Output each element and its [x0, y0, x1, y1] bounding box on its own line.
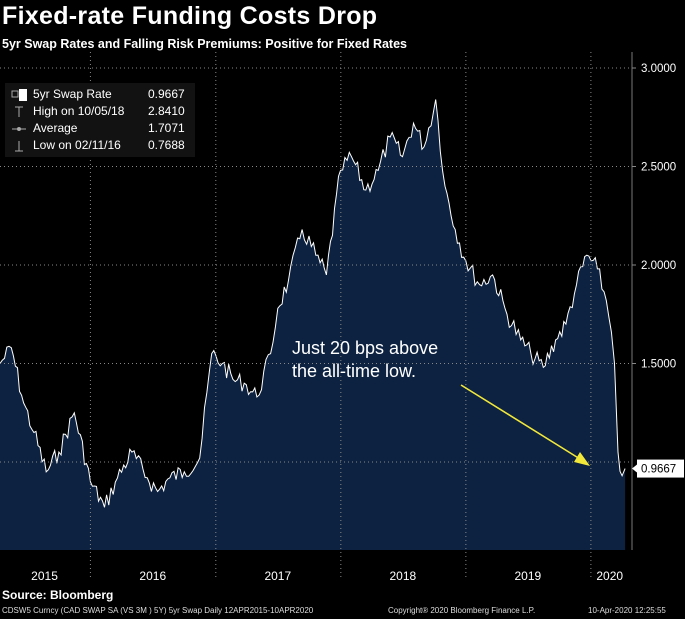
footer-ticker: CDSW5 Curncy (CAD SWAP SA (VS 3M ) 5Y) 5… [2, 606, 314, 615]
average-marker-icon [11, 123, 27, 135]
low-marker-icon [11, 140, 27, 152]
legend-swatch-icon [11, 89, 27, 101]
annotation-arrow-line [460, 384, 581, 460]
legend-average-value: 1.7071 [148, 121, 185, 135]
series-line [0, 99, 626, 508]
legend-high-value: 2.8410 [148, 104, 185, 118]
annotation-arrow-head [574, 452, 590, 466]
x-tick-label: 2016 [139, 569, 166, 583]
legend-high-label: High on 10/05/18 [33, 104, 125, 118]
legend-row-low: Low on 02/11/16 0.7688 [5, 138, 195, 155]
legend-row-series: 5yr Swap Rate 0.9667 [5, 87, 195, 104]
high-marker-icon [11, 106, 27, 118]
legend-average-label: Average [33, 121, 78, 135]
x-tick-label: 2015 [31, 569, 58, 583]
legend-series-label: 5yr Swap Rate [33, 87, 112, 101]
legend-row-average: Average 1.7071 [5, 121, 195, 138]
chart-title: Fixed-rate Funding Costs Drop [2, 2, 378, 30]
legend-series-value: 0.9667 [148, 87, 185, 101]
legend-row-high: High on 10/05/18 2.8410 [5, 104, 195, 121]
x-tick-label: 2020 [596, 569, 623, 583]
annotation-line-1: Just 20 bps above [292, 338, 439, 358]
y-tick-label: 3.0000 [641, 63, 676, 75]
x-tick-label: 2017 [264, 569, 291, 583]
last-value-pointer [632, 464, 637, 473]
series-area [0, 99, 626, 550]
annotation-line-2: the all-time low. [292, 361, 417, 381]
y-tick-label: 2.5000 [641, 162, 676, 174]
legend-low-label: Low on 02/11/16 [33, 138, 121, 152]
x-tick-label: 2019 [515, 569, 542, 583]
chart-subtitle: 5yr Swap Rates and Falling Risk Premiums… [2, 37, 407, 51]
x-tick-label: 2018 [389, 569, 416, 583]
y-tick-label: 1.5000 [641, 359, 676, 371]
legend-low-value: 0.7688 [148, 138, 185, 152]
footer-timestamp: 10-Apr-2020 12:25:55 [588, 606, 666, 615]
last-value-label: 0.9667 [641, 464, 676, 476]
footer-copyright: Copyright® 2020 Bloomberg Finance L.P. [388, 606, 536, 615]
source-label: Source: Bloomberg [2, 588, 114, 602]
legend-box: 5yr Swap Rate 0.9667 High on 10/05/18 2.… [5, 83, 195, 157]
y-tick-label: 2.0000 [641, 260, 676, 272]
last-value-box [637, 459, 684, 478]
annotation-text: Just 20 bps above the all-time low. [292, 337, 438, 383]
